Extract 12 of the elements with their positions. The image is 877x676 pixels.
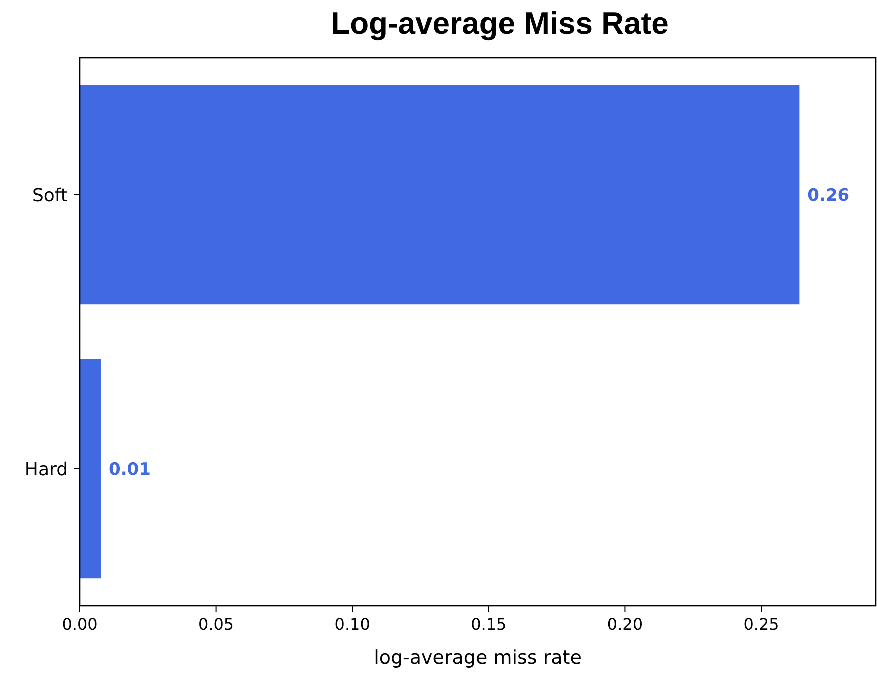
y-tick-label: Hard (24, 459, 68, 480)
chart-title: Log-average Miss Rate (331, 6, 669, 41)
x-axis-title: log-average miss rate (374, 647, 582, 669)
x-tick-label: 0.10 (334, 615, 370, 634)
data-label: 0.01 (108, 460, 151, 480)
x-tick-label: 0.00 (62, 615, 98, 634)
x-tick-label: 0.20 (607, 615, 644, 634)
x-tick-label: 0.05 (198, 615, 234, 634)
data-label: 0.26 (808, 186, 850, 206)
y-tick-label: Soft (32, 185, 68, 206)
x-tick-label: 0.25 (744, 615, 780, 634)
x-tick-label: 0.15 (471, 615, 507, 634)
